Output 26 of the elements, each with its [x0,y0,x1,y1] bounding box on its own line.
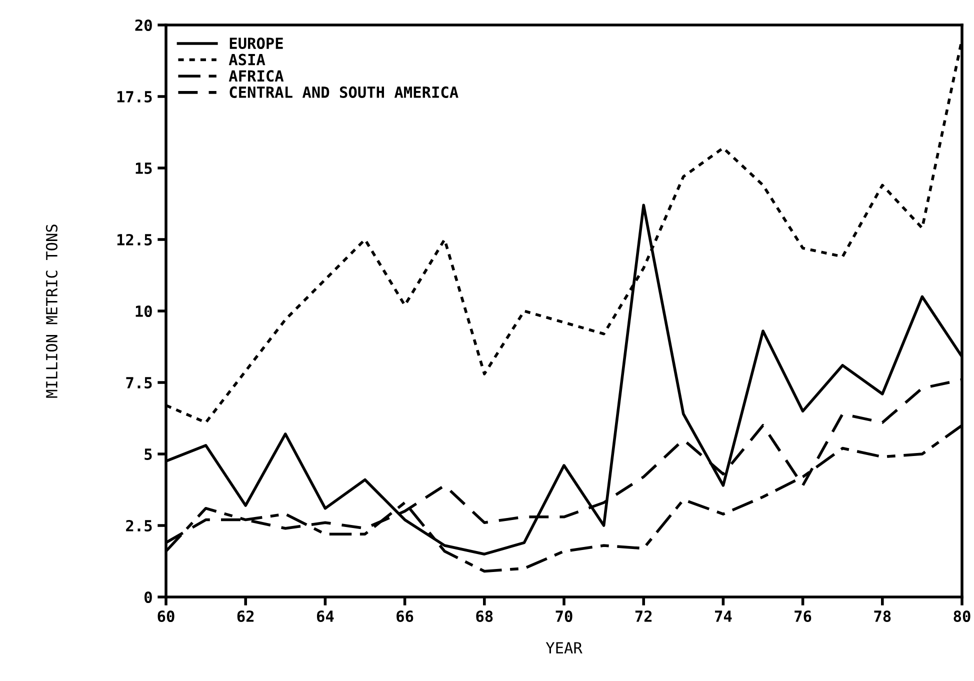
x-tick-label: 80 [954,610,970,622]
y-tick-label: 20 [135,19,152,32]
x-tick-label: 76 [794,610,812,622]
x-tick-label: 70 [556,610,572,622]
legend-label: ASIA [228,54,266,66]
y-tick-label: 17.5 [117,91,152,103]
legend-label: EUROPE [230,37,283,50]
y-tick-label: 5 [144,448,152,460]
x-tick-label: 60 [158,610,174,622]
y-tick-label: 0 [144,591,152,604]
y-tick-label: 15 [136,162,152,174]
legend-label: CENTRAL AND SOUTH AMERICA [230,86,458,98]
x-tick-label: 64 [316,610,334,622]
x-tick-label: 68 [476,610,493,622]
x-tick-label: 72 [635,610,652,622]
x-tick-label: 78 [874,610,891,622]
legend-label: AFRICA [228,70,284,82]
y-tick-label: 2.5 [126,520,152,532]
x-axis-title: YEAR [546,642,582,654]
y-tick-label: 10 [136,305,152,318]
y-axis-title: MILLION METRIC TONS [46,224,58,398]
x-tick-label: 62 [237,610,254,622]
y-tick-label: 7.5 [126,377,152,389]
x-tick-label: 74 [715,610,732,622]
x-tick-label: 66 [396,610,414,622]
y-tick-label: 12.5 [117,234,152,246]
